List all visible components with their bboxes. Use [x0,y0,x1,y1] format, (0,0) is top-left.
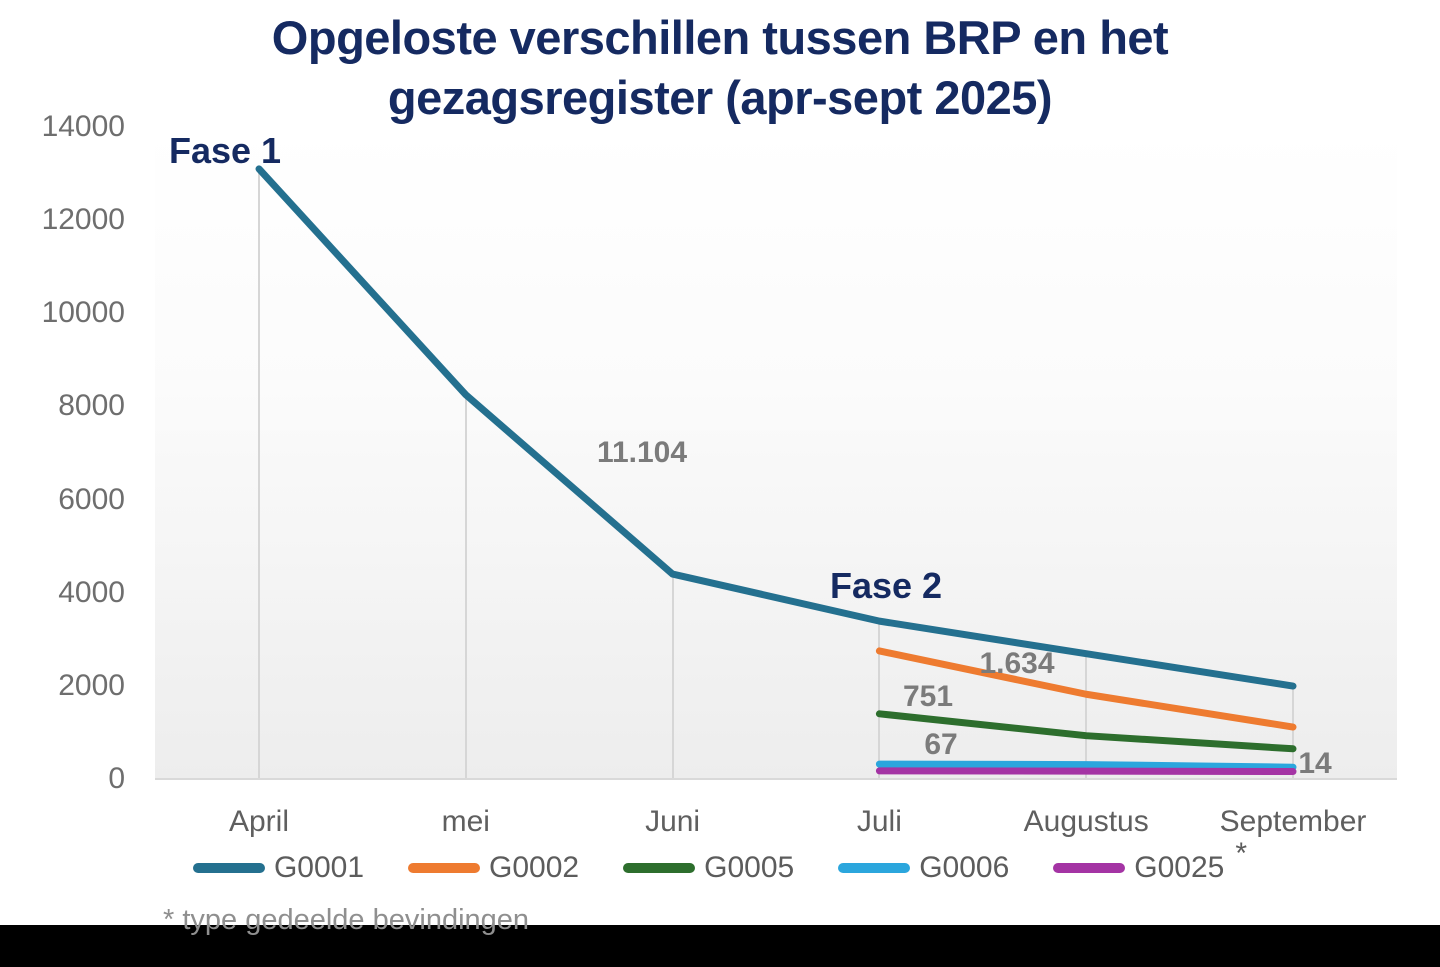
y-tick-label: 12000 [41,203,125,237]
x-category-label: Juli [856,805,902,838]
data-point-label: 11.104 [596,436,688,469]
data-point-label: 1.634 [979,647,1055,680]
legend-footnote-marker: * [1235,837,1248,870]
data-point-label: 751 [902,680,954,713]
drop-gridline [1085,653,1088,779]
series-line-G0001 [255,165,1297,690]
drop-gridline [671,574,674,779]
legend: G0001 G0002 G0005 G0006 G0025 * [0,837,1440,885]
phase-annotation: Fase 1 [168,130,282,171]
x-category-label: mei [441,805,490,838]
data-point-label: 67 [924,728,958,761]
series-line-G0002 [875,647,1297,731]
legend-swatch-G0006 [838,863,911,873]
legend-item-G0002: G0002 [408,851,579,885]
y-tick-label: 2000 [58,668,125,702]
drop-gridline [464,394,467,779]
phase-annotation: Fase 2 [829,565,943,606]
footnote: * type gedeelde bevindingen [163,904,530,936]
chart-title: Opgeloste verschillen tussen BRP en het … [0,8,1440,128]
y-tick-label: 10000 [41,296,125,330]
x-axis-line [155,778,1397,780]
x-category-label: Augustus [1023,805,1149,838]
drop-gridline [878,621,881,779]
y-tick-label: 8000 [58,389,125,423]
legend-swatch-G0005 [623,863,696,873]
legend-swatch-G0025 [1053,863,1126,873]
legend-item-G0025: G0025 * [1053,837,1247,885]
legend-label: G0002 [489,851,580,884]
y-tick-label: 14000 [41,110,125,143]
legend-label: G0006 [919,851,1010,884]
bottom-bar [0,925,1440,967]
data-point-label: 14 [1298,747,1332,780]
series-line-G0025 [875,767,1297,776]
legend-label: G0005 [704,851,795,884]
x-category-label: Juni [645,805,701,838]
drop-gridline [258,168,260,779]
legend-item-G0005: G0005 [623,851,794,885]
y-tick-label: 4000 [58,575,125,609]
legend-item-G0001: G0001 [192,851,365,885]
drop-gridline [1292,686,1294,779]
legend-item-G0006: G0006 [838,851,1009,885]
y-tick-label: 6000 [58,482,125,516]
legend-label: G0001 [273,851,365,884]
legend-swatch-G0001 [192,863,265,873]
legend-label: G0025 [1134,851,1225,884]
chart-title-line1: Opgeloste verschillen tussen BRP en het [271,11,1169,64]
series-line-G0005 [875,710,1297,753]
series-line-G0006 [875,760,1297,771]
legend-swatch-G0002 [408,863,481,873]
x-category-label: September [1219,805,1367,838]
chart-title-line2: gezagsregister (apr-sept 2025) [387,71,1053,124]
y-tick-label: 0 [108,762,125,795]
x-category-label: April [228,805,289,838]
